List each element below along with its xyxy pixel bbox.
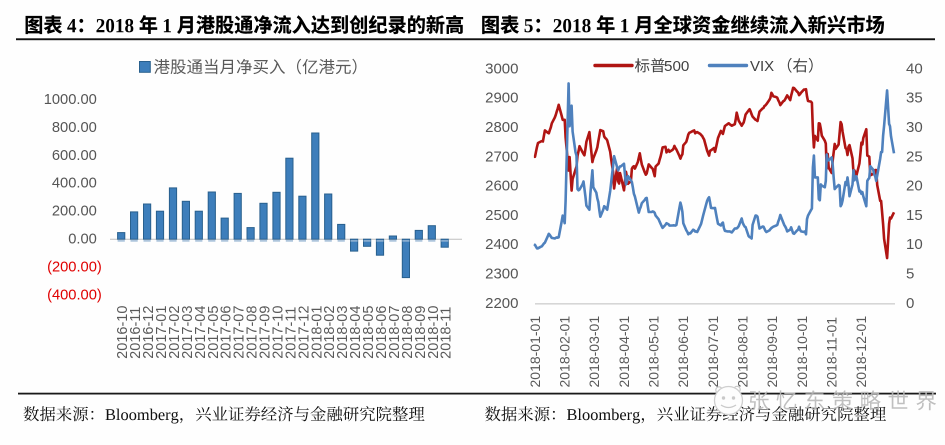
svg-text:2017-02: 2017-02 (167, 306, 183, 359)
svg-text:3000: 3000 (485, 60, 518, 77)
svg-text:2018-03-01: 2018-03-01 (586, 316, 602, 388)
svg-text:2017-04: 2017-04 (193, 306, 209, 359)
svg-text:2018-11: 2018-11 (439, 307, 455, 359)
svg-text:2018-06-01: 2018-06-01 (675, 316, 691, 388)
svg-text:5: 5 (906, 266, 914, 283)
svg-text:2016-12: 2016-12 (141, 306, 157, 359)
svg-text:0.00: 0.00 (68, 232, 97, 248)
svg-text:200.00: 200.00 (52, 204, 97, 220)
svg-text:2018-02: 2018-02 (322, 306, 338, 359)
svg-text:2018-10-01: 2018-10-01 (794, 316, 810, 388)
svg-text:2018-05: 2018-05 (361, 306, 377, 359)
svg-text:2018-04: 2018-04 (348, 306, 364, 359)
svg-text:2017-07: 2017-07 (232, 306, 248, 359)
svg-text:2400: 2400 (485, 236, 518, 253)
svg-text:2017-11: 2017-11 (283, 307, 299, 359)
svg-text:2300: 2300 (485, 266, 518, 283)
svg-text:VIX: VIX (750, 58, 774, 75)
svg-text:2017-03: 2017-03 (180, 306, 196, 359)
svg-text:25: 25 (906, 148, 923, 165)
svg-text:2018-07: 2018-07 (387, 306, 403, 359)
svg-text:2800: 2800 (485, 119, 518, 136)
svg-text:2018-12-01: 2018-12-01 (853, 316, 869, 388)
svg-text:(400.00): (400.00) (47, 287, 102, 303)
svg-text:2018-07-01: 2018-07-01 (705, 316, 721, 388)
svg-text:2200: 2200 (485, 295, 518, 312)
svg-text:2018-09: 2018-09 (413, 306, 429, 359)
svg-text:400.00: 400.00 (52, 176, 97, 192)
svg-text:2700: 2700 (485, 148, 518, 165)
svg-text:2017-06: 2017-06 (219, 306, 235, 359)
svg-text:2018-10: 2018-10 (426, 306, 442, 359)
svg-text:2017-10: 2017-10 (270, 306, 286, 359)
svg-text:2017-01: 2017-01 (154, 306, 170, 359)
svg-text:30: 30 (906, 119, 923, 136)
svg-text:40: 40 (906, 60, 923, 77)
svg-text:2017-12: 2017-12 (296, 306, 312, 359)
svg-text:2018-08: 2018-08 (400, 306, 416, 359)
svg-text:1000.00: 1000.00 (44, 92, 97, 108)
svg-text:2018-05-01: 2018-05-01 (646, 316, 662, 388)
svg-text:2018-01: 2018-01 (309, 306, 325, 359)
svg-text:2017-09: 2017-09 (258, 306, 274, 359)
svg-text:2017-08: 2017-08 (245, 306, 261, 359)
svg-text:2018-06: 2018-06 (374, 306, 390, 359)
svg-text:600.00: 600.00 (52, 148, 97, 164)
svg-text:2018-02-01: 2018-02-01 (557, 316, 573, 388)
svg-text:2016-11: 2016-11 (128, 307, 144, 359)
svg-text:(200.00): (200.00) (47, 259, 102, 275)
svg-text:2018-09-01: 2018-09-01 (764, 316, 780, 388)
svg-text:2018-08-01: 2018-08-01 (735, 316, 751, 388)
svg-text:20: 20 (906, 178, 923, 195)
svg-text:2018-11-01: 2018-11-01 (824, 317, 840, 388)
svg-text:2017-05: 2017-05 (206, 306, 222, 359)
svg-text:35: 35 (906, 90, 923, 107)
svg-text:2900: 2900 (485, 90, 518, 107)
svg-text:10: 10 (906, 236, 923, 253)
svg-text:2018-04-01: 2018-04-01 (616, 316, 632, 388)
svg-text:2018-01-01: 2018-01-01 (527, 316, 543, 388)
svg-text:2600: 2600 (485, 178, 518, 195)
svg-text:500: 500 (664, 58, 689, 75)
svg-text:0: 0 (906, 295, 914, 312)
svg-text:2500: 2500 (485, 207, 518, 224)
svg-text:800.00: 800.00 (52, 120, 97, 136)
svg-text:2016-10: 2016-10 (115, 306, 131, 359)
svg-text:15: 15 (906, 207, 923, 224)
svg-text:2018-03: 2018-03 (335, 306, 351, 359)
